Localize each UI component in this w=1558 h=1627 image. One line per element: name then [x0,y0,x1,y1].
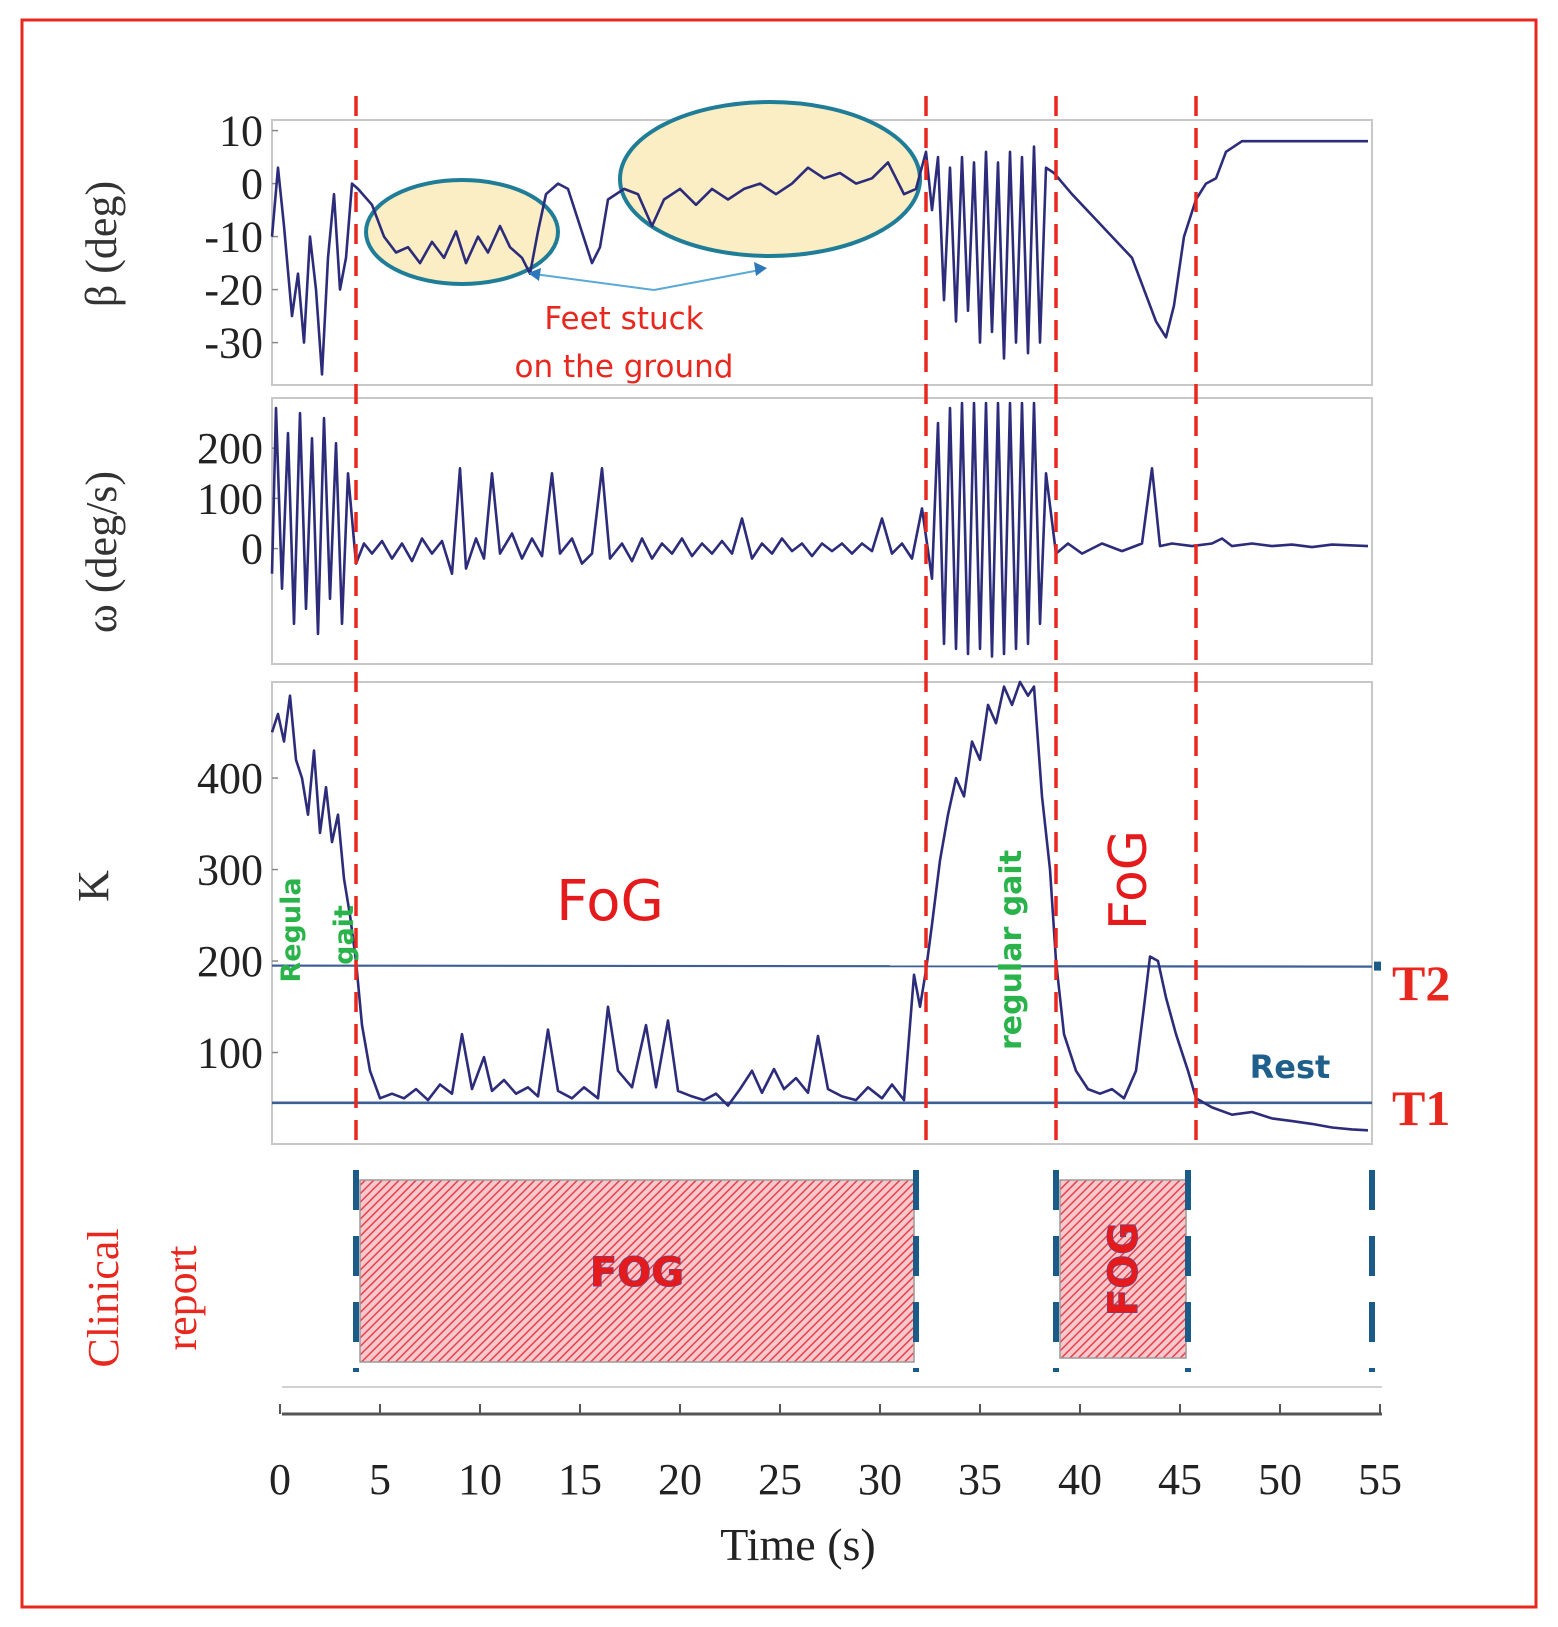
beta-y-tick-label: -20 [204,266,263,315]
beta-panel: 100-10-20-30 Feet stuck on the ground [204,100,1373,386]
feet-stuck-label-line1: Feet stuck [544,301,703,337]
beta-y-tick-label: 0 [241,160,263,209]
clinical-report-label-line2: report [157,1245,206,1350]
omega-y-tick-label: 0 [241,525,263,574]
feet-stuck-label-line2: on the ground [515,349,734,385]
x-tick-label: 20 [658,1455,702,1504]
omega-plot-frame [271,397,1373,665]
feet-stuck-ellipse-2 [618,100,922,258]
x-axis: 0 5 10 15 20 25 30 35 40 45 50 55 Time (s) [269,1386,1402,1570]
feet-stuck-arrowhead-2 [754,262,767,276]
x-tick-label: 10 [458,1455,502,1504]
omega-y-tick-label: 100 [197,474,263,523]
k-axis-label: K [69,870,118,902]
x-tick-label: 15 [558,1455,602,1504]
feet-stuck-arrowhead-1 [528,268,541,281]
x-tick-label: 50 [1258,1455,1302,1504]
clinical-report-panel: Clinical report FOG FOG [79,1170,1375,1372]
x-tick-label: 40 [1058,1455,1102,1504]
beta-y-tick-label: -10 [204,213,263,262]
clinical-report-label-line1: Clinical [79,1228,128,1367]
omega-y-tick-label: 200 [197,424,263,473]
threshold-t1-label: T1 [1392,1080,1450,1136]
feet-stuck-arrow-1 [533,273,655,291]
clinical-fog-label: FOG [1101,1222,1147,1316]
beta-axis-label: β (deg) [77,181,126,307]
x-axis-label: Time (s) [720,1519,876,1570]
beta-y-tick-label: 10 [219,107,263,156]
K-y-tick-label: 300 [197,846,263,895]
t2-end-marker [1374,961,1381,971]
omega-axis-label: ω (deg/s) [77,471,126,633]
regular-gait-label-1a: Regula [276,877,307,982]
x-tick-label: 55 [1358,1455,1402,1504]
beta-series-line [270,139,1368,376]
clinical-fog-episode [1059,1179,1187,1359]
x-tick-label: 30 [858,1455,902,1504]
beta-y-tick-label: -30 [204,319,263,368]
clinical-fog-label: FOG [590,1250,684,1296]
regular-gait-label-2: regular gait [994,850,1029,1050]
threshold-t2-line [271,964,1373,968]
rest-label: Rest [1250,1048,1331,1086]
x-tick-label: 25 [758,1455,802,1504]
x-tick-label: 5 [369,1455,391,1504]
fog-label-2: FoG [1099,830,1159,930]
x-tick-label: 35 [958,1455,1002,1504]
omega-series-line [270,401,1369,658]
x-tick-label: 45 [1158,1455,1202,1504]
feet-stuck-arrow-2 [653,269,761,291]
threshold-t2-label: T2 [1392,955,1450,1011]
k-series-line [270,680,1369,1132]
x-tick-label: 0 [269,1455,291,1504]
feet-stuck-ellipse-1 [364,178,560,286]
K-y-tick-label: 200 [197,937,263,986]
fog-label-1: FoG [556,869,664,934]
clinical-fog-episode [359,1179,915,1363]
figure-frame [20,18,1538,1609]
K-y-tick-label: 400 [197,754,263,803]
K-y-tick-label: 100 [197,1029,263,1078]
k-plot-frame [271,681,1373,1145]
